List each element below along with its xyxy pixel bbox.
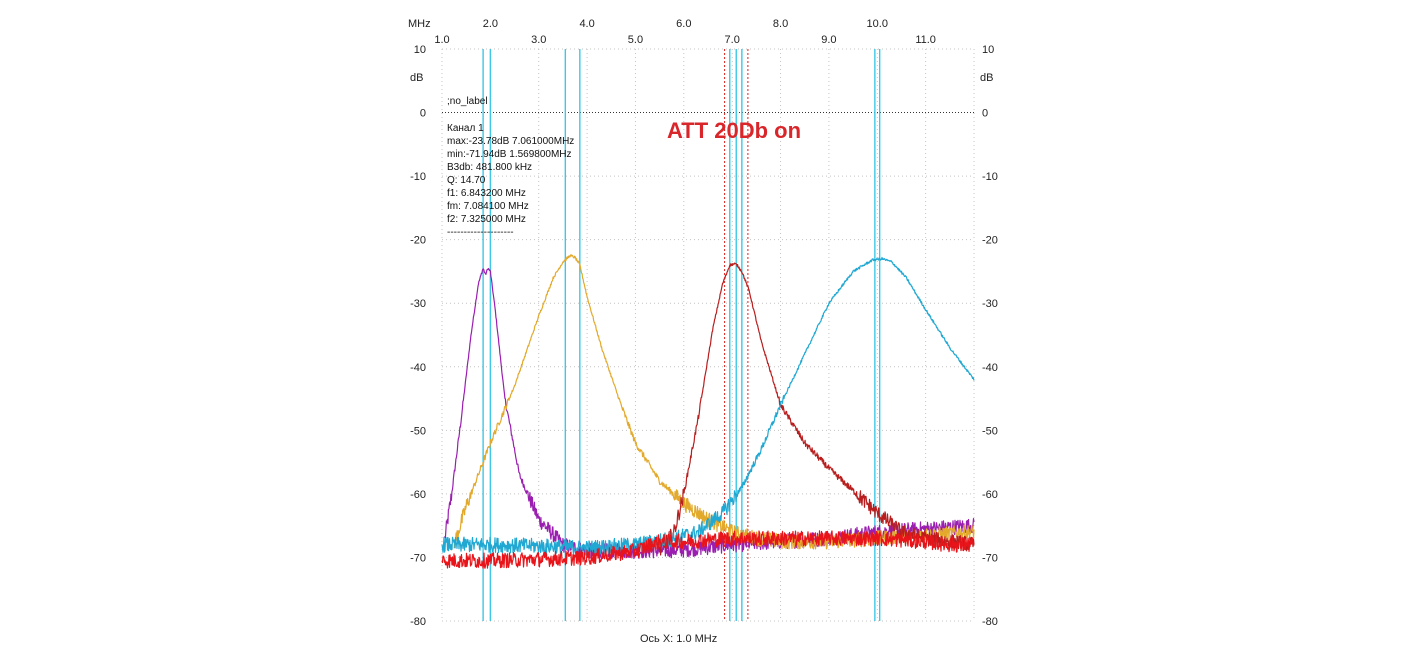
y-tick-label-left-5: -40 bbox=[410, 362, 426, 374]
y-tick-label-right-0: 10 bbox=[982, 44, 994, 56]
series-group bbox=[441, 254, 975, 569]
y-tick-label-left-4: -30 bbox=[410, 298, 426, 310]
y-tick-label-right-1: 0 bbox=[982, 108, 988, 120]
channel-info-line-5: f1: 6.843200 MHz bbox=[447, 188, 526, 199]
series-purple bbox=[444, 267, 975, 560]
chart-title: ATT 20Db on bbox=[667, 118, 801, 143]
x-tick-label-9: 10.0 bbox=[867, 18, 888, 30]
y-tick-label-right-2: -10 bbox=[982, 171, 998, 183]
frequency-markers bbox=[482, 49, 881, 621]
series-cyan bbox=[441, 256, 975, 556]
channel-info-line-0: Канал 1 bbox=[447, 123, 484, 134]
y-tick-label-left-3: -20 bbox=[410, 235, 426, 247]
y-tick-label-left-7: -60 bbox=[410, 489, 426, 501]
y-tick-label-right-3: -20 bbox=[982, 235, 998, 247]
x-tick-label-5: 6.0 bbox=[676, 18, 691, 30]
y-unit-label-right: dB bbox=[980, 72, 993, 84]
channel-info-line-8: -------------------- bbox=[447, 227, 514, 238]
y-tick-label-right-8: -70 bbox=[982, 552, 998, 564]
y-tick-label-left-0: 10 bbox=[414, 44, 426, 56]
x-tick-label-10: 11.0 bbox=[915, 34, 936, 46]
x-tick-label-2: 3.0 bbox=[531, 34, 546, 46]
channel-info-line-7: f2: 7.325000 MHz bbox=[447, 214, 526, 225]
y-tick-label-left-6: -50 bbox=[410, 425, 426, 437]
y-tick-label-right-6: -50 bbox=[982, 425, 998, 437]
y-unit-label-left: dB bbox=[410, 72, 423, 84]
x-axis-label: Ось X: 1.0 MHz bbox=[640, 633, 717, 645]
x-tick-label-4: 5.0 bbox=[628, 34, 643, 46]
y-tick-label-left-9: -80 bbox=[410, 616, 426, 628]
series-orange bbox=[453, 254, 975, 550]
x-unit-label: MHz bbox=[408, 18, 431, 30]
x-tick-label-0: 1.0 bbox=[434, 34, 449, 46]
y-tick-label-right-7: -60 bbox=[982, 489, 998, 501]
x-tick-label-7: 8.0 bbox=[773, 18, 788, 30]
channel-info: Канал 1 max:-23.78dB 7.061000MHz min:-71.9… bbox=[447, 123, 574, 238]
y-tick-label-left-8: -70 bbox=[410, 552, 426, 564]
x-tick-label-8: 9.0 bbox=[821, 34, 836, 46]
channel-info-line-1: max:-23.78dB 7.061000MHz bbox=[447, 136, 574, 147]
x-tick-label-6: 7.0 bbox=[725, 34, 740, 46]
series-darkred bbox=[659, 262, 975, 556]
channel-info-line-6: fm: 7.084100 MHz bbox=[447, 201, 529, 212]
x-tick-label-3: 4.0 bbox=[579, 18, 594, 30]
channel-info-line-2: min:-71.94dB 1.569800MHz bbox=[447, 149, 572, 160]
y-tick-label-left-2: -10 bbox=[410, 171, 426, 183]
series-red bbox=[441, 530, 975, 569]
y-tick-label-right-4: -30 bbox=[982, 298, 998, 310]
axes: 1.0 2.0 3.0 4.0 5.0 6.0 7.0 8.0 9.0 10.0 11.0 10 10 0… bbox=[410, 18, 998, 628]
reference-line-label: ;no_label bbox=[447, 96, 488, 107]
y-tick-label-right-9: -80 bbox=[982, 616, 998, 628]
x-tick-label-1: 2.0 bbox=[483, 18, 498, 30]
channel-info-line-3: B3db: 481.800 kHz bbox=[447, 162, 532, 173]
y-tick-label-left-1: 0 bbox=[420, 108, 426, 120]
y-tick-label-right-5: -40 bbox=[982, 362, 998, 374]
channel-info-line-4: Q: 14.70 bbox=[447, 175, 486, 186]
